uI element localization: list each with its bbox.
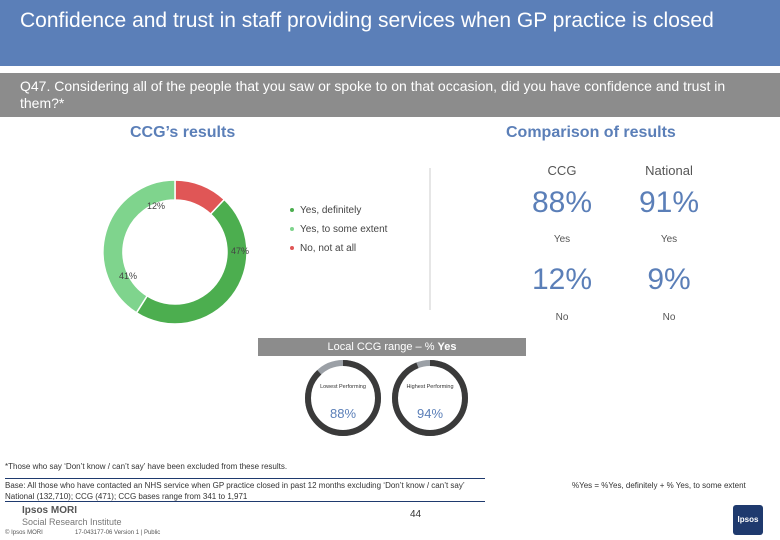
range-title-emphasis: Yes xyxy=(437,341,457,353)
ipsos-logo: Ipsos xyxy=(733,505,763,535)
page-title: Confidence and trust in staff providing … xyxy=(20,9,714,32)
column-header-national: National xyxy=(645,163,693,178)
ccg-results-title: CCG’s results xyxy=(130,124,236,141)
legend-swatch xyxy=(290,246,294,251)
national-yes-label: Yes xyxy=(660,234,678,245)
donut-slice-yes-definitely xyxy=(135,198,248,325)
national-no-value: 9% xyxy=(647,263,691,296)
ccg-yes-label: Yes xyxy=(553,234,571,245)
range-rings: Lowest Performing 88% Highest Performing… xyxy=(305,360,468,436)
column-header-ccg: CCG xyxy=(547,163,577,178)
legend-item-no-not-at-all: No, not at all xyxy=(290,243,356,254)
ccg-yes-value: 88% xyxy=(531,186,593,219)
national-yes-value: 91% xyxy=(638,186,700,219)
legend-label: Yes, to some extent xyxy=(300,224,388,235)
national-no-label: No xyxy=(662,312,676,323)
legend-item-yes-some-extent: Yes, to some extent xyxy=(290,224,387,235)
base-line-2: National (132,710); CCG (471); CCG bases… xyxy=(5,492,248,501)
header-banner: Confidence and trust in staff providing … xyxy=(0,0,780,66)
highest-label: Highest Performing xyxy=(406,384,453,390)
ccg-no-label: No xyxy=(555,312,569,323)
range-title: Local CCG range – % xyxy=(327,341,438,353)
base-line-1: Base: All those who have contacted an NH… xyxy=(5,481,465,490)
legend-swatch xyxy=(290,208,294,213)
legend-label: No, not at all xyxy=(300,243,357,254)
donut-data-label: 12% xyxy=(147,201,165,211)
yes-definition-note: %Yes = %Yes, definitely + % Yes, to some… xyxy=(572,481,746,490)
footnote: *Those who say ‘Don’t know / can’t say’ … xyxy=(5,462,288,471)
highest-value: 94% xyxy=(417,406,443,421)
ccg-no-value: 12% xyxy=(531,263,593,296)
ipsos-mori-logo-title: Ipsos MORI xyxy=(22,505,78,516)
lowest-value: 88% xyxy=(330,406,356,421)
copyright: © Ipsos MORI xyxy=(5,530,43,536)
question-bar: Q47. Considering all of the people that … xyxy=(0,73,780,117)
local-range-bar: Local CCG range – % Yes xyxy=(258,338,526,356)
comparison-title: Comparison of results xyxy=(506,124,676,141)
donut-slice-yes-to-some-extent xyxy=(102,179,176,314)
page-number: 44 xyxy=(410,509,422,520)
highest-ring-arc xyxy=(392,360,468,436)
base-note: Base: All those who have contacted an NH… xyxy=(5,478,485,502)
lowest-ring-arc xyxy=(305,360,381,436)
question-text: Q47. Considering all of the people that … xyxy=(20,78,726,111)
donut-chart: 47% 41% 12% xyxy=(102,168,431,325)
donut-data-label: 47% xyxy=(231,246,249,256)
legend-item-yes-definitely: Yes, definitely xyxy=(290,205,361,216)
donut-data-label: 41% xyxy=(119,271,137,281)
legend-swatch xyxy=(290,227,294,232)
ipsos-mori-logo-subtitle: Social Research Institute xyxy=(22,517,122,527)
document-code: 17-043177-06 Version 1 | Public xyxy=(75,530,161,536)
lowest-label: Lowest Performing xyxy=(320,384,366,390)
legend-label: Yes, definitely xyxy=(300,205,362,216)
